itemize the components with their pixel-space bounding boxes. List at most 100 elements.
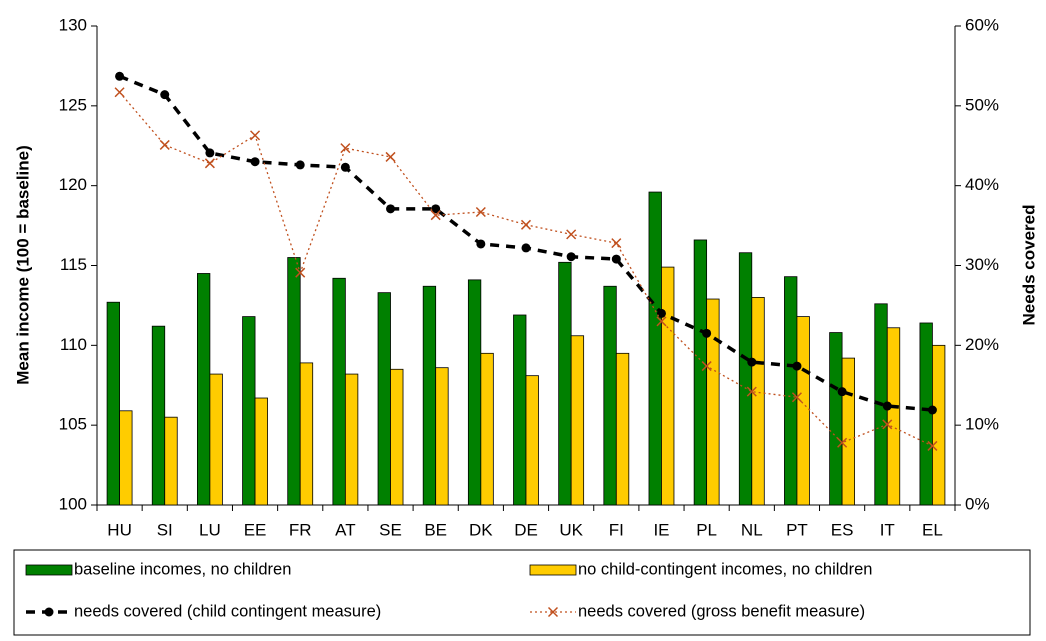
line-marker	[340, 143, 351, 154]
bar	[932, 344, 946, 506]
bar	[661, 266, 675, 506]
legend-swatch	[25, 564, 73, 576]
bar	[603, 285, 617, 506]
bar	[242, 316, 256, 506]
bar	[435, 367, 449, 506]
x-tick-label: FI	[609, 520, 624, 539]
line-marker	[746, 386, 757, 397]
line-marker	[476, 239, 486, 249]
x-tick-label: AT	[335, 520, 355, 539]
x-tick-label: EE	[244, 520, 267, 539]
line-marker	[386, 204, 396, 214]
x-tick-label: DK	[469, 520, 493, 539]
y-tick-label: 100	[59, 494, 87, 513]
y-tick-label: 115	[60, 255, 87, 274]
line-marker	[837, 387, 847, 397]
x-tick-label: BE	[424, 520, 447, 539]
bar	[513, 314, 527, 506]
y2-tick-label: 20%	[965, 335, 999, 354]
line-marker	[791, 392, 802, 403]
line-marker	[431, 204, 441, 214]
y2-axis-title: Needs covered	[1019, 205, 1038, 326]
bar	[196, 273, 211, 506]
y2-tick-label: 10%	[965, 415, 999, 434]
x-tick-label: PT	[786, 520, 808, 539]
bar	[119, 410, 133, 506]
line-marker	[747, 357, 757, 367]
bar	[422, 285, 437, 506]
legend-label: needs covered (gross benefit measure)	[578, 602, 865, 620]
y-tick-label: 105	[59, 415, 87, 434]
bar	[299, 362, 314, 506]
line-marker	[204, 158, 215, 169]
bar	[738, 252, 753, 506]
bar	[106, 301, 120, 506]
bar	[558, 261, 572, 506]
line-marker	[385, 151, 396, 162]
y2-tick-label: 60%	[965, 15, 999, 34]
line-marker	[702, 328, 712, 338]
bar	[886, 327, 901, 506]
bar	[480, 352, 494, 506]
line-marker	[160, 90, 170, 100]
legend-box	[13, 549, 1031, 636]
line-marker	[927, 440, 938, 451]
legend-label: needs covered (child contingent measure)	[74, 602, 381, 620]
line-marker	[611, 254, 621, 264]
line-marker	[656, 316, 667, 327]
bar	[648, 191, 662, 506]
x-tick-label: ES	[831, 520, 854, 539]
bar	[784, 276, 798, 506]
line-marker	[44, 607, 54, 617]
bar	[151, 325, 166, 506]
bar	[287, 257, 301, 506]
bar	[570, 335, 585, 506]
legend-swatch	[529, 564, 577, 576]
legend-label: no child-contingent incomes, no children	[578, 560, 872, 578]
line-marker	[250, 130, 261, 141]
line-marker	[114, 87, 125, 98]
bar	[332, 277, 346, 506]
line-marker	[250, 157, 260, 167]
bar	[377, 292, 391, 506]
x-tick-label: IT	[880, 520, 895, 539]
bar	[751, 297, 765, 506]
line-marker	[115, 71, 125, 81]
line-marker	[701, 361, 712, 372]
line-marker	[205, 148, 215, 158]
bar	[693, 239, 708, 506]
y-tick-label: 110	[60, 335, 87, 354]
bar	[615, 352, 630, 506]
y2-tick-label: 50%	[965, 95, 999, 114]
line-marker	[159, 139, 170, 150]
y2-tick-label: 40%	[965, 175, 999, 194]
x-tick-label: IE	[653, 520, 669, 539]
line-marker	[882, 401, 892, 411]
bar	[254, 397, 268, 506]
bar	[344, 373, 359, 506]
y2-tick-label: 30%	[965, 255, 999, 274]
x-tick-label: LU	[199, 520, 221, 539]
x-tick-label: EL	[922, 520, 943, 539]
x-tick-label: SI	[157, 520, 173, 539]
line-marker	[295, 160, 305, 170]
bar	[796, 316, 810, 506]
line-marker	[475, 206, 486, 218]
y-tick-label: 120	[59, 175, 87, 194]
bar	[841, 357, 856, 506]
x-tick-label: DE	[514, 520, 538, 539]
bar	[209, 373, 223, 506]
y-tick-label: 130	[59, 15, 87, 34]
legend-label: baseline incomes, no children	[74, 560, 291, 578]
line-marker	[520, 219, 532, 230]
y-axis-title: Mean income (100 = baseline)	[13, 145, 32, 385]
line-marker	[295, 267, 306, 278]
line-marker	[837, 437, 848, 448]
line-marker	[521, 243, 531, 253]
x-tick-label: PL	[696, 520, 717, 539]
line-marker	[430, 210, 441, 221]
x-tick-label: NL	[741, 520, 763, 539]
line-marker	[792, 361, 802, 371]
line-marker	[656, 308, 666, 318]
